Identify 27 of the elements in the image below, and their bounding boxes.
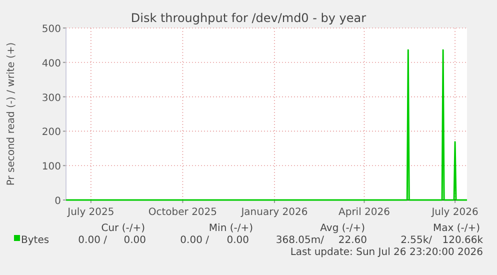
text: 0.00 / (78, 235, 108, 246)
x-tick-label: April 2026 (338, 207, 390, 218)
text: 0.00 (226, 235, 249, 246)
x-tick-label: January 2026 (240, 207, 308, 218)
text: Cur (-/+) (101, 223, 146, 234)
y-tick-label: 300 (42, 92, 61, 104)
y-tick-label: 0 (54, 196, 61, 207)
y-tick-label: 200 (42, 127, 61, 138)
x-tick-label: July 2026 (430, 207, 478, 218)
text: 120.66k (442, 235, 484, 246)
x-tick-label: October 2025 (148, 207, 218, 218)
text: Max (-/+) (432, 223, 480, 234)
y-tick-label: 400 (42, 58, 61, 70)
legend-label: Bytes (21, 235, 50, 246)
text: Min (-/+) (208, 223, 254, 234)
text: 22.60 (338, 235, 367, 246)
text: 0.00 (124, 235, 146, 246)
y-tick-label: 100 (42, 162, 61, 173)
text: 2.55k/ (400, 235, 433, 246)
text: 368.05m/ (276, 235, 325, 246)
y-tick-label: 500 (42, 24, 61, 35)
chart-title: Disk throughput for /dev/md0 - by year (130, 11, 366, 25)
x-tick-label: July 2025 (66, 207, 114, 218)
text: 0.00 / (180, 235, 210, 246)
text: Last update: Sun Jul 26 23:20:00 2026 (290, 247, 483, 258)
y-axis-title: Pr second read (-) / write (+) (6, 42, 17, 186)
text: Avg (-/+) (320, 223, 366, 234)
